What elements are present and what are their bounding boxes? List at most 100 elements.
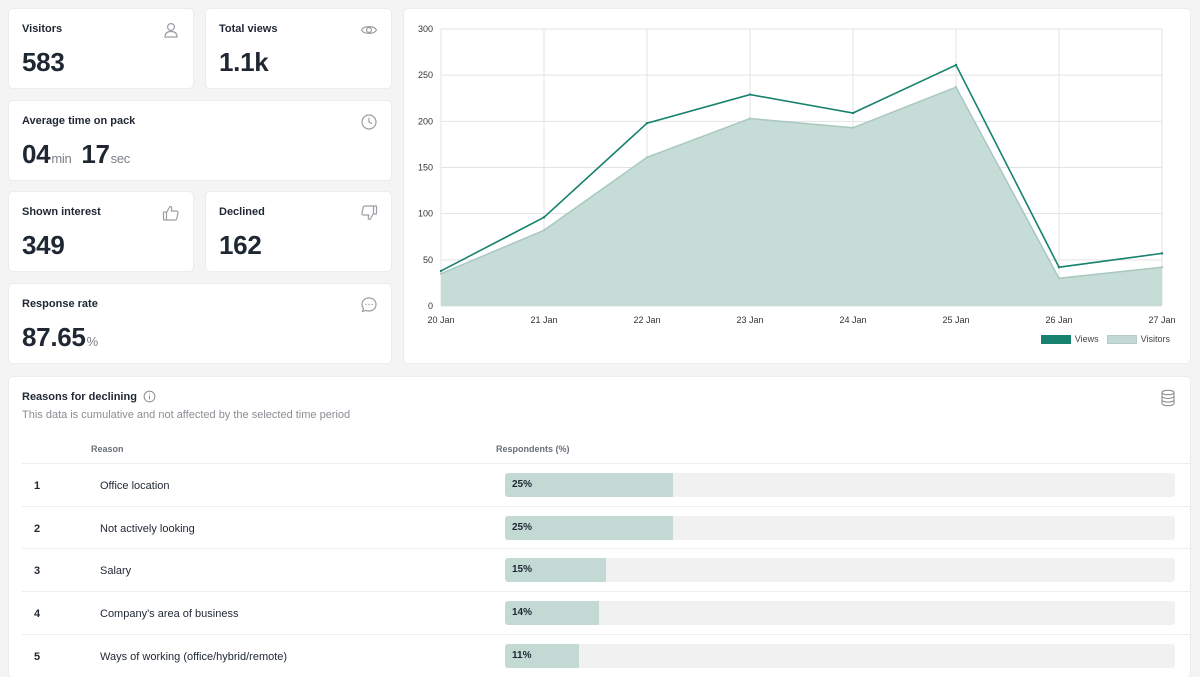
- visitors-area: [441, 87, 1162, 306]
- views-point: [645, 121, 649, 125]
- legend-label-visitors: Visitors: [1140, 334, 1170, 344]
- response-rate-number: 87.65: [22, 322, 86, 352]
- average-time-minutes: 04: [22, 139, 51, 169]
- respondents-bar-fill: [505, 473, 673, 497]
- respondents-percent: 25%: [512, 479, 533, 490]
- database-icon[interactable]: [1160, 389, 1176, 407]
- thumbs-down-icon: [361, 205, 378, 221]
- x-tick-label: 23 Jan: [736, 315, 763, 325]
- visitors-point: [1160, 266, 1164, 269]
- respondents-bar-track: 14%: [505, 601, 1175, 626]
- y-tick-label: 0: [428, 301, 433, 311]
- legend-swatch-views: [1040, 334, 1071, 344]
- x-tick-label: 21 Jan: [530, 315, 557, 325]
- declined-label: Declined: [219, 206, 265, 218]
- declined-card: Declined 162: [206, 192, 391, 271]
- visitors-value: 583: [22, 47, 65, 77]
- eye-icon: [360, 26, 378, 34]
- table-row[interactable]: 1 Office location 25%: [22, 463, 1190, 505]
- legend-swatch-visitors: [1106, 334, 1137, 344]
- response-rate-label: Response rate: [22, 298, 98, 310]
- visitors-point: [1057, 277, 1061, 280]
- respondents-bar-fill: [505, 643, 579, 668]
- visitors-point: [851, 126, 855, 129]
- x-tick-label: 24 Jan: [839, 315, 866, 325]
- row-reason: Office location: [100, 480, 170, 492]
- respondents-bar-fill: [505, 601, 599, 626]
- total-views-label: Total views: [219, 23, 278, 35]
- legend-item-views[interactable]: Views: [1040, 334, 1099, 344]
- views-point: [954, 63, 958, 67]
- column-header-reason[interactable]: Reason: [91, 444, 124, 454]
- views-visitors-chart: 0 50 100 150 200 250 300 20 Jan 21 Jan 22 Jan 23 J…: [418, 24, 1176, 325]
- response-rate-card: Response rate 87.65%: [9, 284, 391, 363]
- shown-interest-value: 349: [22, 230, 65, 260]
- table-row[interactable]: 5 Ways of working (office/hybrid/remote) 1…: [22, 633, 1190, 676]
- x-tick-label: 20 Jan: [427, 315, 454, 325]
- column-header-respondents[interactable]: Respondents (%): [496, 444, 570, 454]
- x-tick-label: 27 Jan: [1148, 315, 1175, 325]
- views-point: [851, 111, 855, 115]
- table-row[interactable]: 4 Company's area of business 14%: [22, 591, 1190, 633]
- respondents-percent: 14%: [512, 607, 533, 619]
- chart-legend: Views Visitors: [1040, 334, 1170, 344]
- table-row[interactable]: 2 Not actively looking 25%: [22, 505, 1190, 548]
- row-reason: Ways of working (office/hybrid/remote): [100, 650, 288, 663]
- reasons-subtitle: This data is cumulative and not affected…: [22, 409, 351, 421]
- x-tick-label: 26 Jan: [1045, 315, 1072, 325]
- y-tick-label: 200: [418, 116, 433, 126]
- respondents-bar-fill: [505, 515, 673, 540]
- y-tick-label: 250: [418, 70, 433, 80]
- legend-label-views: Views: [1074, 334, 1099, 344]
- row-number: 2: [34, 522, 41, 535]
- row-number: 1: [34, 480, 41, 492]
- views-point: [439, 269, 443, 273]
- shown-interest-card: Shown interest 349: [9, 192, 193, 271]
- respondents-percent: 25%: [512, 521, 533, 533]
- visitors-point: [439, 272, 443, 275]
- average-time-label: Average time on pack: [22, 115, 136, 127]
- respondents-percent: 15%: [512, 564, 533, 576]
- x-tick-label: 25 Jan: [942, 315, 969, 325]
- total-views-value: 1.1k: [219, 47, 269, 77]
- respondents-bar-track: 25%: [505, 515, 1175, 540]
- row-number: 4: [34, 608, 41, 621]
- average-time-seconds: 17: [81, 139, 110, 169]
- row-reason: Salary: [100, 565, 132, 578]
- views-point: [1057, 266, 1061, 269]
- seconds-unit: sec: [110, 151, 131, 166]
- visitors-label: Visitors: [22, 23, 63, 35]
- thumbs-up-icon: [162, 205, 179, 221]
- clock-icon: [361, 114, 377, 130]
- respondents-bar-fill: [505, 558, 606, 583]
- table-row[interactable]: 3 Salary 15%: [22, 548, 1190, 590]
- views-visitors-chart-card: 0 50 100 150 200 250 300 20 Jan 21 Jan 22 Jan 23 J…: [404, 9, 1190, 363]
- chat-bubble-icon: [361, 297, 377, 313]
- row-number: 5: [34, 650, 41, 663]
- reasons-declining-card: Reasons for declining This data is cumul…: [9, 377, 1190, 677]
- y-tick-label: 50: [423, 255, 433, 265]
- y-tick-label: 300: [418, 24, 433, 34]
- reasons-title-text: Reasons for declining: [22, 390, 137, 403]
- y-tick-label: 150: [418, 163, 433, 173]
- average-time-value: 04min 17sec: [22, 139, 133, 170]
- views-point: [542, 216, 546, 219]
- reasons-title: Reasons for declining: [22, 390, 156, 403]
- row-reason: Company's area of business: [100, 608, 239, 621]
- visitors-point: [748, 117, 752, 120]
- total-views-card: Total views 1.1k: [206, 9, 391, 88]
- respondents-percent: 11%: [512, 649, 532, 661]
- shown-interest-label: Shown interest: [22, 206, 101, 218]
- minutes-unit: min: [51, 151, 72, 166]
- visitors-point: [954, 85, 958, 89]
- visitors-point: [645, 156, 649, 159]
- response-rate-value: 87.65%: [22, 322, 101, 353]
- legend-item-visitors[interactable]: Visitors: [1106, 334, 1170, 344]
- declined-value: 162: [219, 230, 262, 260]
- visitors-line: [440, 86, 1163, 280]
- respondents-bar-track: 11%: [505, 643, 1175, 668]
- respondents-bar-track: 15%: [505, 558, 1175, 583]
- row-reason: Not actively looking: [100, 522, 195, 535]
- visitors-card: Visitors 583: [9, 9, 193, 88]
- info-icon[interactable]: [143, 390, 156, 403]
